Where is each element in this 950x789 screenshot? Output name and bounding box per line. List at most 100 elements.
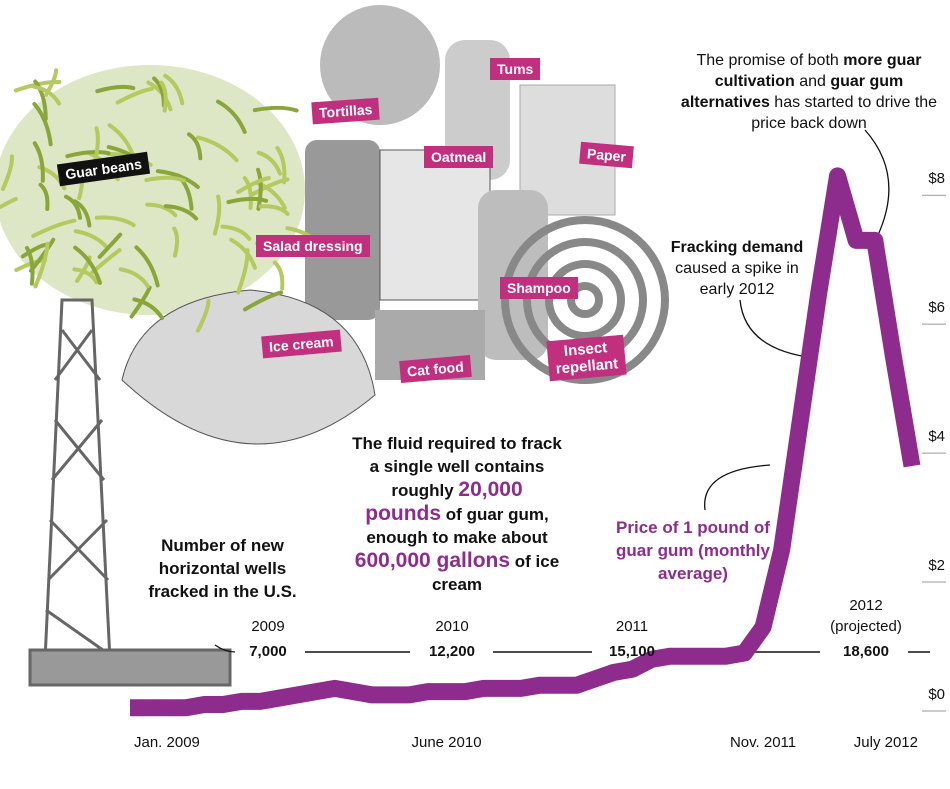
guar-beans-photo: [0, 65, 305, 315]
guar-bean: [186, 132, 203, 161]
guar-bean: [242, 290, 284, 312]
guar-bean: [31, 218, 77, 239]
tortillas-photo: [320, 5, 440, 125]
guar-bean: [236, 248, 250, 295]
text: The promise of both: [696, 52, 844, 69]
product-label: Tortillas: [311, 97, 381, 125]
guar-bean: [195, 298, 211, 333]
x-tick-label: Jan. 2009: [134, 734, 200, 751]
guar-bean: [24, 245, 35, 286]
well-year: 2012: [849, 597, 882, 614]
text: and: [794, 73, 831, 90]
guar-bean: [0, 154, 14, 191]
guar-bean: [144, 175, 186, 183]
guar-bean: [97, 232, 123, 259]
guar-bean: [226, 196, 269, 205]
guar-bean: [256, 150, 282, 176]
arrows: [214, 129, 890, 653]
guar-bean: [32, 141, 45, 183]
arrow: [864, 129, 890, 236]
guar-bean: [172, 226, 180, 258]
guar-bean: [220, 224, 252, 241]
y-tick-label: $0: [928, 686, 945, 703]
guar-bean: [163, 204, 199, 221]
product-label: Shampoo: [500, 277, 578, 299]
guar-bean: [13, 79, 62, 93]
guar-bean: [256, 167, 263, 211]
guar-bean: [163, 73, 185, 106]
guar-bean: [33, 79, 48, 121]
text: Fracking demand: [670, 239, 804, 256]
text: The fluid required to frack a single wel…: [352, 434, 562, 500]
oatmeal-photo: [379, 149, 491, 301]
guar-bean: [33, 241, 50, 289]
product-label: Oatmeal: [424, 146, 494, 168]
y-tick-label: $2: [928, 557, 945, 574]
guar-bean: [20, 242, 48, 259]
product-label: Insect repellant: [546, 334, 627, 382]
ice-cream-photo: [121, 289, 376, 445]
price-line: [130, 167, 921, 717]
well-count: 12,200: [429, 643, 475, 660]
guar-bean: [242, 176, 253, 210]
guar-bean: [132, 297, 165, 321]
x-tick-label: June 2010: [411, 734, 481, 751]
promise-annotation: The promise of both more guar cultivatio…: [678, 50, 940, 134]
guar-bean: [155, 169, 200, 190]
guar-bean: [95, 84, 136, 94]
guar-bean: [72, 267, 99, 285]
highlight: 20,000 pounds: [365, 478, 523, 525]
guar-bean: [115, 86, 154, 105]
x-tick-label: Nov. 2011: [730, 734, 796, 751]
well-note: (projected): [830, 618, 902, 635]
guar-bean: [212, 194, 222, 236]
series-label: Price of 1 pound of guar gum (monthly av…: [616, 518, 770, 583]
text: of guar gum, enough to make about: [366, 505, 549, 547]
text: caused a spike in early 2012: [675, 260, 799, 298]
guar-bean: [145, 202, 178, 218]
guar-bean: [73, 245, 102, 285]
guar-bean: [251, 177, 290, 196]
salad-dressing-photo: [305, 140, 380, 320]
guar-bean: [0, 196, 18, 210]
text: of ice cream: [431, 552, 560, 594]
guar-bean: [32, 101, 53, 147]
guar-bean: [272, 260, 285, 291]
guar-bean: [196, 135, 239, 163]
y-tick-label: $6: [928, 299, 945, 316]
y-tick-label: $8: [928, 170, 945, 187]
guar-bean: [159, 80, 168, 113]
guar-bean: [236, 175, 271, 195]
guar-bean: [65, 149, 111, 159]
product-label: Salad dressing: [256, 235, 370, 257]
arrow: [704, 464, 771, 511]
well-count: 18,600: [843, 643, 889, 660]
product-label: Tums: [490, 58, 541, 80]
guar-bean: [252, 105, 299, 113]
guar-bean: [258, 204, 290, 216]
well-count: 15,100: [609, 643, 655, 660]
well-year: 2010: [435, 618, 468, 635]
arrow: [739, 299, 816, 359]
guar-bean: [216, 99, 247, 134]
guar-bean: [94, 215, 136, 228]
spike-annotation: Fracking demand caused a spike in early …: [662, 237, 812, 300]
y-tick-label: $4: [928, 428, 945, 445]
text: more guar cultivation: [714, 52, 922, 90]
well-year: 2011: [616, 618, 648, 635]
guar-bean: [73, 199, 92, 228]
highlight: 600,000 gallons: [354, 549, 511, 572]
drilling-rig: [28, 298, 232, 687]
product-label: Paper: [579, 141, 634, 169]
guar-bean: [31, 84, 62, 106]
well-count: 7,000: [249, 643, 287, 660]
guar-bean: [38, 182, 50, 211]
guar-bean: [118, 267, 150, 289]
guar-bean: [64, 194, 83, 220]
fluid-text: The fluid required to frack a single wel…: [352, 432, 562, 596]
guar-bean: [134, 245, 160, 288]
text: has started to drive the price back down: [751, 94, 938, 132]
guar-bean: [73, 229, 110, 251]
